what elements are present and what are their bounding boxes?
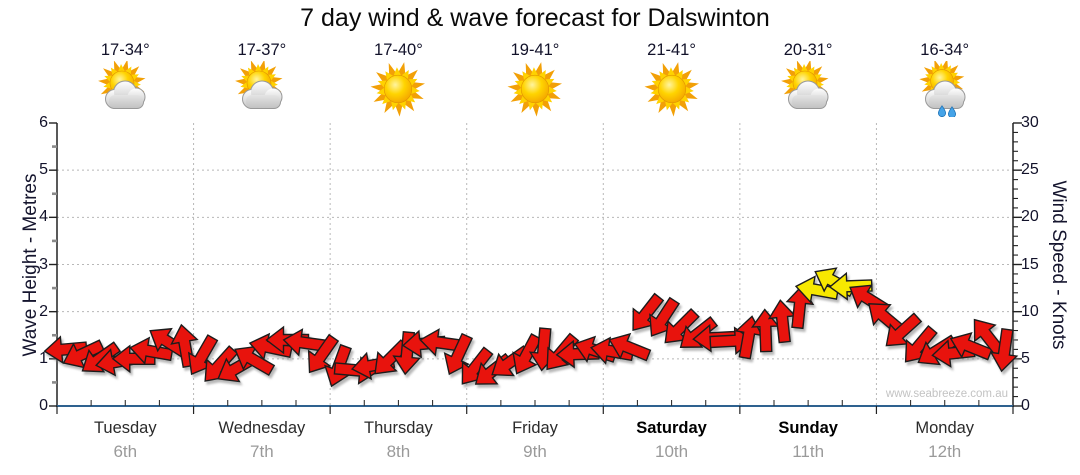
watermark: www.seabreeze.com.au bbox=[885, 388, 1008, 400]
day-date: 11th bbox=[792, 442, 825, 461]
wind-arrow bbox=[62, 339, 105, 369]
wave-height-tick: 2 bbox=[39, 302, 48, 320]
temperature-range: 17-37° bbox=[237, 41, 287, 59]
wind-arrow bbox=[632, 292, 665, 332]
wave-height-tick: 3 bbox=[39, 255, 48, 273]
wave-height-tick: 1 bbox=[39, 349, 48, 367]
temperature-range: 17-40° bbox=[374, 41, 423, 59]
temperature-range: 16-34° bbox=[920, 41, 970, 59]
wind-speed-tick: 15 bbox=[1021, 255, 1039, 273]
day-name: Wednesday bbox=[218, 419, 306, 437]
wind-arrow bbox=[828, 271, 873, 301]
day-date: 8th bbox=[386, 442, 411, 461]
wind-arrow bbox=[649, 296, 681, 337]
wind-arrow bbox=[885, 312, 923, 347]
day-date: 7th bbox=[250, 442, 274, 461]
day-name: Saturday bbox=[636, 419, 707, 437]
day-name: Monday bbox=[915, 419, 975, 437]
sun-icon bbox=[505, 61, 565, 117]
day-date: 10th bbox=[655, 442, 689, 461]
temperature-range: 19-41° bbox=[510, 41, 560, 59]
day-date: 9th bbox=[523, 442, 547, 461]
wind-arrow bbox=[282, 328, 327, 357]
page-title: 7 day wind & wave forecast for Dalswinto… bbox=[300, 4, 770, 32]
sun-cloud-icon bbox=[95, 59, 155, 117]
wind-arrow bbox=[989, 327, 1019, 373]
sun-icon bbox=[642, 61, 702, 117]
day-name: Tuesday bbox=[93, 419, 157, 437]
day-date: 12th bbox=[928, 442, 962, 461]
wind-arrow bbox=[608, 332, 652, 362]
sun-cloud-rain-icon bbox=[915, 58, 975, 119]
sun-cloud-icon bbox=[778, 59, 838, 117]
wave-height-tick: 5 bbox=[39, 161, 48, 179]
temperature-range: 17-34° bbox=[100, 41, 150, 59]
wind-arrow bbox=[374, 339, 410, 375]
wave-height-tick: 0 bbox=[39, 397, 48, 414]
day-date: 6th bbox=[113, 442, 138, 461]
day-name: Sunday bbox=[778, 419, 838, 437]
wind-speed-tick: 30 bbox=[1021, 114, 1039, 131]
day-name: Thursday bbox=[364, 419, 433, 437]
sun-cloud-icon bbox=[232, 59, 292, 117]
wind-speed-tick: 0 bbox=[1021, 397, 1030, 414]
sun-icon bbox=[368, 61, 428, 117]
wave-height-tick: 4 bbox=[39, 208, 48, 226]
wind-arrow-series bbox=[43, 267, 1019, 388]
wind-arrow bbox=[767, 299, 797, 344]
wind-speed-tick: 5 bbox=[1021, 349, 1030, 367]
day-name: Friday bbox=[512, 419, 558, 437]
wind-arrow bbox=[234, 345, 276, 377]
wind-speed-tick: 10 bbox=[1021, 302, 1039, 320]
wind-arrow bbox=[307, 333, 340, 374]
wind-arrow bbox=[664, 307, 700, 344]
temperature-range: 20-31° bbox=[783, 41, 833, 59]
temperature-range: 21-41° bbox=[647, 41, 696, 59]
wind-arrow bbox=[949, 331, 993, 361]
wind-arrow bbox=[491, 345, 531, 377]
wave-height-tick: 6 bbox=[39, 114, 48, 131]
wind-arrow bbox=[419, 328, 464, 357]
wind-speed-tick: 25 bbox=[1021, 161, 1039, 179]
wind-speed-tick: 20 bbox=[1021, 208, 1039, 226]
wind-arrow bbox=[512, 333, 543, 375]
wind-arrow bbox=[43, 335, 88, 365]
